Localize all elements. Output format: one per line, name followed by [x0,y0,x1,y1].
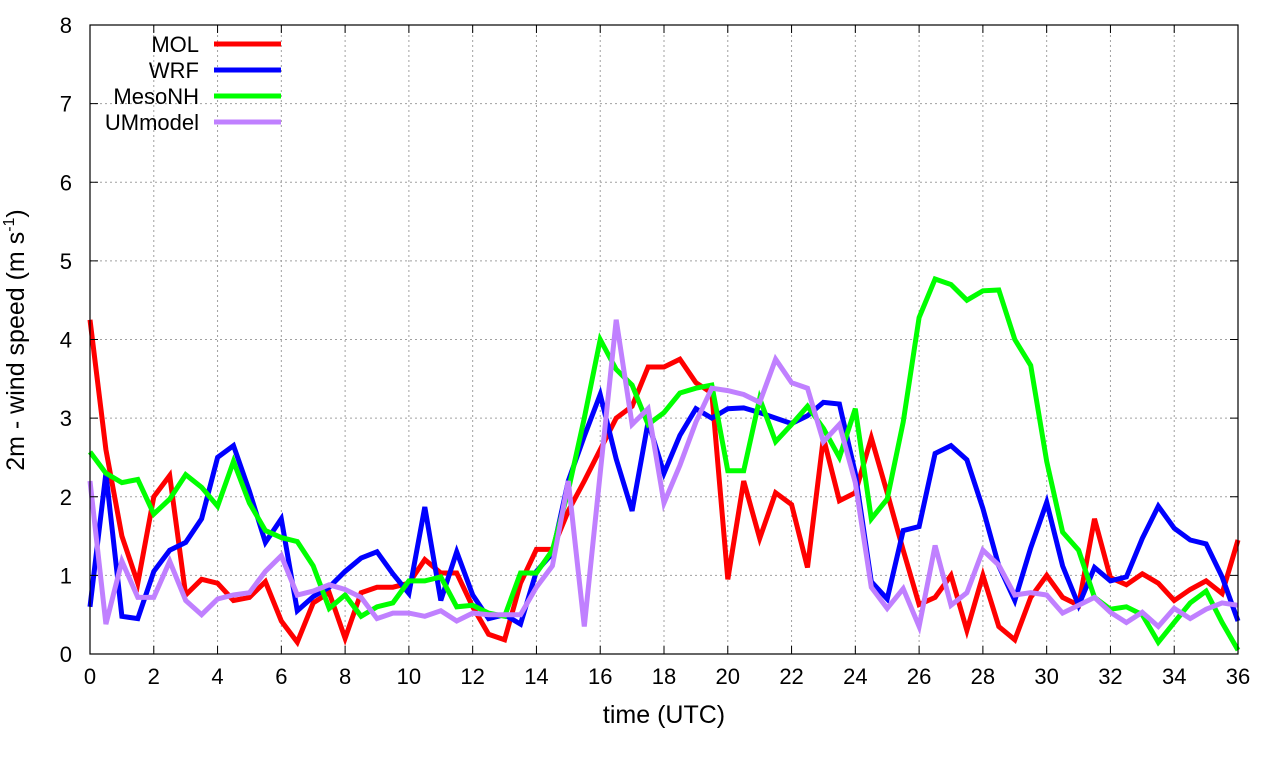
y-axis-label-end: ) [2,209,30,217]
y-axis-label: 2m - wind speed (m s-1) [1,209,30,471]
y-tick-label: 0 [60,642,72,667]
x-tick-label: 4 [211,664,223,689]
x-tick-label: 10 [397,664,421,689]
y-tick-label: 6 [60,170,72,195]
y-tick-label: 4 [60,328,72,353]
x-tick-label: 34 [1162,664,1186,689]
x-tick-label: 36 [1226,664,1250,689]
x-tick-label: 2 [148,664,160,689]
y-tick-label: 1 [60,563,72,588]
legend-label-mol: MOL [151,32,199,57]
y-tick-label: 7 [60,92,72,117]
y-tick-label: 2 [60,485,72,510]
legend-label-ummodel: UMmodel [105,110,199,135]
x-tick-label: 16 [588,664,612,689]
y-tick-label: 3 [60,406,72,431]
x-tick-label: 28 [971,664,995,689]
x-axis-label: time (UTC) [603,701,725,729]
x-tick-label: 6 [275,664,287,689]
x-tick-label: 14 [524,664,548,689]
grid-lines [90,25,1238,654]
y-axis-label-main: 2m - wind speed (m s [2,232,30,471]
legend-label-mesonh: MesoNH [113,84,199,109]
x-tick-label: 32 [1098,664,1122,689]
x-tick-label: 12 [460,664,484,689]
x-tick-label: 8 [339,664,351,689]
x-tick-label: 30 [1034,664,1058,689]
x-tick-label: 24 [843,664,867,689]
y-tick-label: 8 [60,13,72,38]
x-tick-label: 0 [84,664,96,689]
x-tick-label: 20 [716,664,740,689]
y-axis-label-sup: -1 [1,217,18,231]
y-tick-label: 5 [60,249,72,274]
series-line-wrf [87,386,1241,628]
x-tick-label: 18 [652,664,676,689]
x-tick-label: 26 [907,664,931,689]
axis-ticks: 0 2 4 6 8 10 12 14 16 18 20 22 24 26 28 30 32 34 360123456… [60,13,1250,689]
series-line-mol [87,319,1241,648]
legend-label-wrf: WRF [149,58,199,83]
x-tick-label: 22 [779,664,803,689]
series-line-mesonh [87,275,1241,652]
series-line-ummodel [87,319,1239,636]
series-lines [87,275,1241,652]
